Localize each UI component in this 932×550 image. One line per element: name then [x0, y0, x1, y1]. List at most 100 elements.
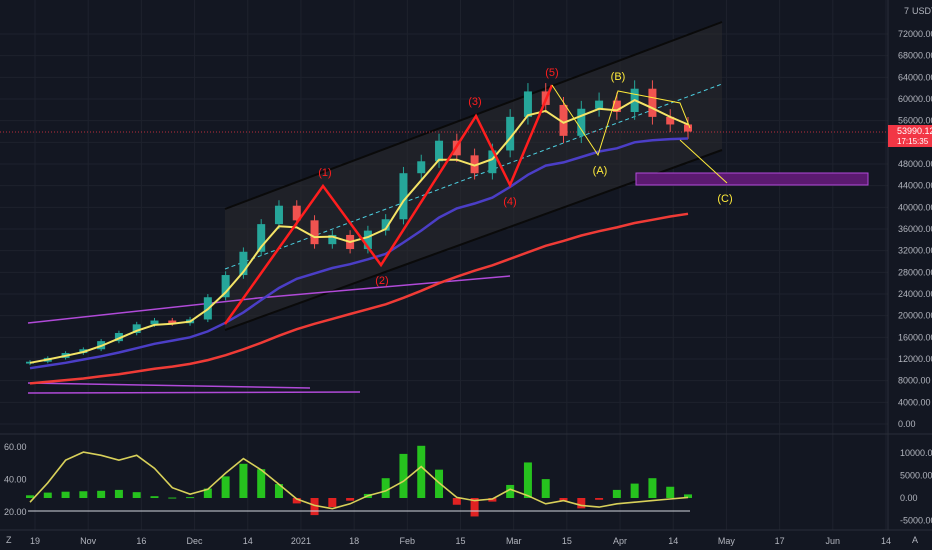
oscillator-line[interactable] — [29, 451, 689, 510]
histogram-bar — [541, 479, 550, 498]
histogram-bar — [239, 463, 248, 498]
histogram-bar — [310, 498, 319, 516]
candle-body[interactable] — [292, 205, 301, 221]
candle-body[interactable] — [239, 251, 248, 276]
wave-c-projection[interactable] — [679, 139, 728, 184]
channel-midline[interactable] — [224, 83, 723, 270]
candle-body[interactable] — [257, 224, 266, 252]
target-zone-box[interactable] — [635, 172, 869, 186]
candle-body[interactable] — [506, 116, 515, 151]
histogram-bar — [132, 492, 141, 498]
time-axis[interactable]: 19 Nov 16 Dec 14 2021 18 Feb 15 Mar 15 Apr 14 May 17 Ju… — [30, 536, 891, 546]
price-tick-label: 8000.00 — [898, 376, 931, 386]
wave-label: (C) — [717, 193, 732, 205]
price-tick-label: 72000.00 — [898, 29, 932, 39]
price-tick-label: 36000.00 — [898, 224, 932, 234]
time-tick-label: 15 — [455, 536, 465, 546]
histogram-bar — [399, 453, 408, 498]
time-tick-label: 16 — [136, 536, 146, 546]
osc-right-tick: -5000.00 — [900, 516, 932, 526]
auto-scale-toggle[interactable]: A — [912, 535, 918, 545]
time-tick-label: Dec — [187, 536, 204, 546]
candle-body[interactable] — [168, 320, 177, 324]
candle-body[interactable] — [381, 219, 390, 231]
time-tick-label: 17 — [775, 536, 785, 546]
corrective-wave-path[interactable] — [551, 84, 691, 157]
time-tick-label: Jun — [826, 536, 841, 546]
histogram-bar — [221, 476, 230, 498]
price-tick-label: 28000.00 — [898, 267, 932, 277]
histogram-bar — [150, 496, 159, 498]
impulse-wave-path[interactable] — [223, 84, 554, 325]
price-tick-label: 44000.00 — [898, 181, 932, 191]
histogram-bar — [168, 497, 177, 499]
channel-upper-line[interactable] — [224, 21, 723, 210]
candle-body[interactable] — [221, 275, 230, 298]
purple-horizontal-line-2[interactable] — [27, 391, 361, 394]
osc-left-tick: 20.00 — [4, 507, 27, 517]
ema-slow-line[interactable] — [29, 212, 689, 385]
osc-right-tick: 10000.00 — [900, 448, 932, 458]
price-tick-label: 56000.00 — [898, 116, 932, 126]
histogram-bar — [381, 478, 390, 498]
osc-left-tick: 40.00 — [4, 475, 27, 485]
candle-body[interactable] — [648, 88, 657, 117]
purple-horizontal-line-1[interactable] — [27, 382, 311, 389]
histogram-bar — [79, 491, 88, 498]
candle-body[interactable] — [595, 100, 604, 109]
histogram-bar — [666, 486, 675, 498]
candle-body[interactable] — [114, 333, 123, 342]
candle-body[interactable] — [612, 100, 621, 112]
candle-body[interactable] — [577, 108, 586, 136]
top-tick-label: 7 — [904, 6, 909, 16]
purple-trendline-upper[interactable] — [27, 297, 259, 324]
price-tick-label: 68000.00 — [898, 51, 932, 61]
ema-fast-line[interactable] — [29, 98, 689, 364]
candle-body[interactable] — [470, 155, 479, 174]
candle-body[interactable] — [417, 161, 426, 174]
price-tick-label: 12000.00 — [898, 354, 932, 364]
histogram-bar — [417, 445, 426, 498]
histogram-bar — [257, 469, 266, 498]
histogram-bar — [61, 491, 70, 498]
candle-body[interactable] — [684, 124, 692, 132]
time-tick-label: 14 — [668, 536, 678, 546]
time-tick-label: 15 — [562, 536, 572, 546]
candle-body[interactable] — [666, 116, 675, 125]
candle-body[interactable] — [310, 220, 319, 245]
candle-body[interactable] — [435, 140, 444, 162]
candle-body[interactable] — [399, 173, 408, 220]
candle-body[interactable] — [132, 324, 141, 333]
candle-body[interactable] — [488, 150, 497, 174]
ema-mid-line[interactable] — [29, 137, 689, 370]
purple-trendline-upper-ext[interactable] — [257, 275, 511, 299]
candle-body[interactable] — [523, 91, 532, 117]
wave-label: (1) — [318, 167, 331, 179]
histogram-bar — [523, 462, 532, 498]
wave-label: (4) — [503, 196, 516, 208]
candle-body[interactable] — [150, 320, 159, 325]
price-tick-label: 48000.00 — [898, 159, 932, 169]
price-tick-label: 24000.00 — [898, 289, 932, 299]
price-tick-label: 64000.00 — [898, 72, 932, 82]
histogram-bar — [612, 489, 621, 498]
candle-body[interactable] — [363, 230, 372, 250]
candle-body[interactable] — [274, 205, 283, 225]
histogram-bar — [186, 497, 195, 499]
candle-body[interactable] — [559, 104, 568, 136]
candle-body[interactable] — [328, 234, 337, 245]
histogram-bar — [577, 498, 586, 509]
time-tick-label: 19 — [30, 536, 40, 546]
histogram-bar — [470, 498, 479, 517]
histogram-bar — [346, 498, 355, 501]
osc-left-tick: 60.00 — [4, 442, 27, 452]
histogram-bar — [328, 498, 337, 507]
wave-label: (A) — [593, 165, 608, 177]
price-tick-label: 60000.00 — [898, 94, 932, 104]
oscillator-pane — [26, 445, 692, 517]
price-tag-countdown: 17:15:35 — [897, 137, 929, 146]
price-tick-label: 4000.00 — [898, 397, 931, 407]
timezone-corner[interactable]: Z — [6, 535, 12, 545]
